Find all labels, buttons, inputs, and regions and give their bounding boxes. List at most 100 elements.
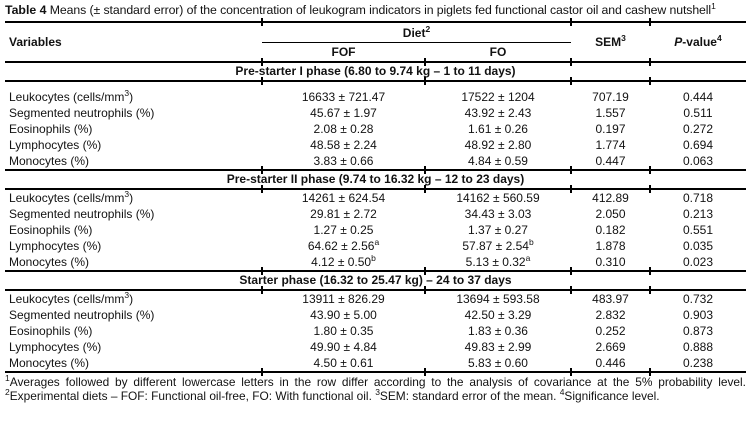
cell-sem: 483.97 xyxy=(570,285,650,307)
row-variable: Leukocytes (cells/mm3) xyxy=(9,88,134,104)
table-header: Variables Diet2 SEM3 P-value4 FOF FO xyxy=(5,17,746,65)
cell-pvalue: 0.511 xyxy=(683,106,713,120)
table-row: Lymphocytes (%) 64.62 ± 2.56a 57.87 ± 2.… xyxy=(5,238,746,254)
cell-fof: 3.83 ± 0.66 xyxy=(261,153,425,174)
row-variable: Eosinophils (%) xyxy=(9,122,93,136)
table-row: Eosinophils (%) 1.80 ± 0.35 1.83 ± 0.36 … xyxy=(5,323,746,339)
cell-fof: 48.58 ± 2.24 xyxy=(310,138,377,152)
cell-pvalue: 0.063 xyxy=(649,153,746,174)
cell-fo: 1.83 ± 0.36 xyxy=(468,324,528,338)
table-row: Leukocytes (cells/mm3) 13911 ± 826.29 13… xyxy=(5,285,746,307)
cell-fo: 5.83 ± 0.60 xyxy=(424,355,571,376)
table-body: Pre-starter I phase (6.80 to 9.74 kg – 1… xyxy=(5,61,746,376)
cell-pvalue: 0.213 xyxy=(682,207,714,221)
table-row: Monocytes (%) 4.50 ± 0.61 5.83 ± 0.60 0.… xyxy=(5,355,746,376)
cell-pvalue: 0.718 xyxy=(649,184,746,206)
cell-fo: 1.37 ± 0.27 xyxy=(468,223,528,237)
cell-sem: 2.832 xyxy=(595,308,626,322)
cell-pvalue: 0.873 xyxy=(682,324,714,338)
col-header-fo: FO xyxy=(424,42,571,65)
cell-fof: 16633 ± 721.47 xyxy=(261,76,425,105)
cell-fo: 57.87 ± 2.54b xyxy=(462,237,534,253)
phase-header-row: Pre-starter I phase (6.80 to 9.74 kg – 1… xyxy=(5,61,746,82)
phase-header: Starter phase (16.32 to 25.47 kg) – 24 t… xyxy=(5,270,746,291)
row-variable: Lymphocytes (%) xyxy=(9,138,102,152)
cell-pvalue: 0.888 xyxy=(682,340,714,354)
table-row: Eosinophils (%) 1.27 ± 0.25 1.37 ± 0.27 … xyxy=(5,222,746,238)
cell-fof: 49.90 ± 4.84 xyxy=(310,340,377,354)
row-variable: Segmented neutrophils (%) xyxy=(9,207,155,221)
table-row: Segmented neutrophils (%) 45.67 ± 1.97 4… xyxy=(5,105,746,121)
row-variable: Leukocytes (cells/mm3) xyxy=(9,189,134,205)
cell-pvalue: 0.023 xyxy=(649,254,746,275)
row-variable: Monocytes (%) xyxy=(5,355,262,373)
header-row-diet: Variables Diet2 SEM3 P-value4 xyxy=(5,17,746,65)
cell-fo: 43.92 ± 2.43 xyxy=(464,106,532,120)
row-variable: Lymphocytes (%) xyxy=(9,239,102,253)
cell-fo: 49.83 ± 2.99 xyxy=(464,340,532,354)
col-header-pvalue: P-value4 xyxy=(649,17,746,65)
cell-fo: 13694 ± 593.58 xyxy=(424,285,571,307)
row-variable: Segmented neutrophils (%) xyxy=(9,106,155,120)
cell-sem: 0.197 xyxy=(595,122,626,136)
phase-header-row: Pre-starter II phase (9.74 to 16.32 kg –… xyxy=(5,169,746,190)
cell-pvalue: 0.551 xyxy=(682,223,714,237)
row-variable: Leukocytes (cells/mm3) xyxy=(9,290,134,306)
cell-fo: 34.43 ± 3.03 xyxy=(464,207,532,221)
cell-fof: 43.90 ± 5.00 xyxy=(310,308,377,322)
phase-header: Pre-starter II phase (9.74 to 16.32 kg –… xyxy=(5,169,746,190)
table-row: Segmented neutrophils (%) 43.90 ± 5.00 4… xyxy=(5,307,746,323)
leukogram-table: Variables Diet2 SEM3 P-value4 FOF FO Pre… xyxy=(5,17,746,376)
col-header-diet: Diet2 xyxy=(261,17,571,43)
table-row: Leukocytes (cells/mm3) 16633 ± 721.47 17… xyxy=(5,76,746,105)
table-row: Segmented neutrophils (%) 29.81 ± 2.72 3… xyxy=(5,206,746,222)
cell-pvalue: 0.694 xyxy=(682,138,714,152)
cell-fof: 1.27 ± 0.25 xyxy=(313,223,374,237)
cell-sem: 412.89 xyxy=(570,184,650,206)
cell-fof: 13911 ± 826.29 xyxy=(261,285,425,307)
cell-fo: 48.92 ± 2.80 xyxy=(464,138,532,152)
cell-pvalue: 0.272 xyxy=(682,122,714,136)
table-row: Leukocytes (cells/mm3) 14261 ± 624.54 14… xyxy=(5,184,746,206)
cell-sem: 0.446 xyxy=(570,355,650,376)
cell-fo: 42.50 ± 3.29 xyxy=(464,308,532,322)
cell-pvalue: 0.238 xyxy=(649,355,746,376)
col-header-sem: SEM3 xyxy=(570,17,650,65)
cell-fof: 45.67 ± 1.97 xyxy=(310,106,377,120)
table-row: Lymphocytes (%) 48.58 ± 2.24 48.92 ± 2.8… xyxy=(5,137,746,153)
col-header-variables: Variables xyxy=(5,22,262,63)
cell-fof: 29.81 ± 2.72 xyxy=(310,207,377,221)
cell-fo: 5.13 ± 0.32a xyxy=(424,254,571,275)
cell-fo: 4.84 ± 0.59 xyxy=(424,153,571,174)
cell-sem: 0.447 xyxy=(570,153,650,174)
cell-fof: 4.12 ± 0.50b xyxy=(261,254,425,275)
row-variable: Segmented neutrophils (%) xyxy=(9,308,155,322)
table-caption-text: Means (± standard error) of the concentr… xyxy=(46,0,716,17)
cell-fo: 1.61 ± 0.26 xyxy=(468,122,528,136)
table-row: Monocytes (%) 3.83 ± 0.66 4.84 ± 0.59 0.… xyxy=(5,153,746,174)
cell-sem: 1.774 xyxy=(595,138,626,152)
cell-sem: 707.19 xyxy=(570,76,650,105)
cell-sem: 1.878 xyxy=(595,239,626,253)
row-variable: Monocytes (%) xyxy=(9,255,90,269)
col-header-fof: FOF xyxy=(261,42,425,65)
cell-sem: 1.557 xyxy=(595,106,626,120)
cell-fof: 4.50 ± 0.61 xyxy=(261,355,425,376)
phase-header-row: Starter phase (16.32 to 25.47 kg) – 24 t… xyxy=(5,270,746,291)
phase-header: Pre-starter I phase (6.80 to 9.74 kg – 1… xyxy=(5,61,746,82)
cell-pvalue: 0.903 xyxy=(682,308,714,322)
cell-fof: 2.08 ± 0.28 xyxy=(313,122,374,136)
cell-sem: 0.310 xyxy=(570,254,650,275)
cell-sem: 2.050 xyxy=(595,207,626,221)
table-caption: Table 4 Means (± standard error) of the … xyxy=(5,0,746,17)
cell-fo: 17522 ± 1204 xyxy=(424,76,571,105)
cell-fof: 14261 ± 624.54 xyxy=(261,184,425,206)
cell-pvalue: 0.035 xyxy=(682,239,714,253)
cell-sem: 0.252 xyxy=(595,324,626,338)
row-variable: Monocytes (%) xyxy=(9,154,90,168)
row-variable: Eosinophils (%) xyxy=(9,324,93,338)
cell-pvalue: 0.444 xyxy=(649,76,746,105)
cell-fo: 14162 ± 560.59 xyxy=(424,184,571,206)
cell-sem: 2.669 xyxy=(595,340,626,354)
row-variable: Eosinophils (%) xyxy=(9,223,93,237)
